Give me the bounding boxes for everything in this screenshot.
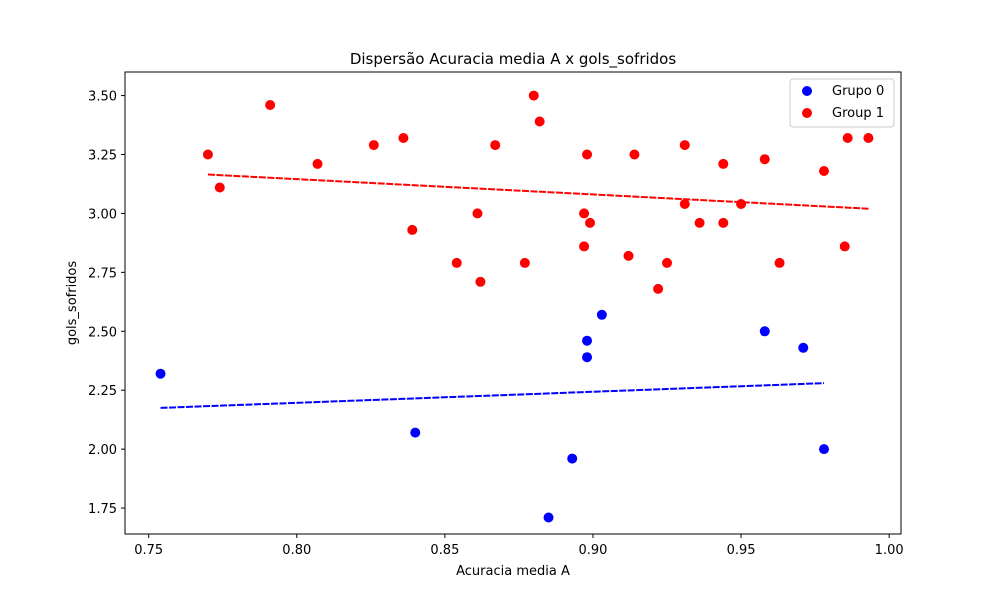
- y-tick-label: 2.50: [88, 325, 117, 340]
- x-tick-label: 0.75: [134, 543, 163, 558]
- x-tick-label: 1.00: [875, 543, 904, 558]
- data-point-group-1: [368, 140, 379, 151]
- data-point-grupo-0: [798, 342, 809, 353]
- data-point-group-1: [265, 100, 276, 110]
- x-tick-label: 0.85: [430, 543, 459, 558]
- data-point-group-1: [818, 166, 829, 176]
- data-point-group-1: [451, 257, 462, 268]
- plot-frame: [124, 71, 902, 535]
- trendline-grupo-0: [160, 382, 825, 409]
- x-tick-label: 0.80: [282, 543, 311, 558]
- trendlines: [160, 173, 869, 409]
- data-point-grupo-0: [818, 444, 829, 455]
- data-point-group-1: [736, 199, 747, 209]
- y-tick-label: 3.00: [88, 207, 117, 222]
- data-point-group-1: [407, 224, 418, 235]
- data-point-group-1: [774, 257, 785, 268]
- data-point-group-1: [679, 140, 690, 151]
- data-point-group-1: [214, 182, 225, 193]
- data-points: [155, 90, 874, 523]
- data-point-group-1: [694, 217, 705, 228]
- legend-label-group-1: Group 1: [832, 106, 884, 121]
- y-tick-label: 1.75: [88, 502, 117, 517]
- data-point-grupo-0: [582, 352, 593, 363]
- legend: Grupo 0 Group 1: [789, 78, 895, 128]
- plot-area: [124, 71, 902, 535]
- x-axis: 0.75 0.80 0.85 0.90 0.95 1.00: [134, 534, 904, 558]
- data-point-group-1: [490, 140, 501, 151]
- legend-marker-group-1: [802, 108, 812, 118]
- legend-marker-grupo-0: [802, 86, 812, 96]
- data-point-group-1: [519, 257, 530, 268]
- data-point-group-1: [398, 133, 409, 143]
- data-point-grupo-0: [155, 368, 166, 379]
- y-axis-label: gols_sofridos: [65, 261, 80, 346]
- data-point-group-1: [679, 199, 690, 209]
- data-point-group-1: [579, 208, 590, 219]
- y-tick-label: 2.00: [88, 443, 117, 458]
- data-point-group-1: [759, 154, 770, 165]
- data-point-grupo-0: [543, 512, 554, 523]
- data-point-group-1: [718, 158, 729, 169]
- data-point-grupo-0: [410, 427, 421, 438]
- data-point-grupo-0: [596, 309, 607, 320]
- data-point-group-1: [842, 133, 853, 143]
- y-tick-label: 3.50: [88, 90, 117, 105]
- data-point-group-1: [202, 149, 213, 160]
- data-point-group-1: [475, 276, 486, 287]
- data-point-group-1: [662, 257, 673, 268]
- data-point-grupo-0: [582, 335, 593, 346]
- y-tick-label: 2.25: [88, 384, 117, 399]
- data-point-group-1: [629, 149, 640, 160]
- x-tick-label: 0.90: [578, 543, 607, 558]
- y-tick-label: 3.25: [88, 149, 117, 164]
- data-point-group-1: [528, 90, 539, 101]
- data-point-group-1: [839, 241, 850, 252]
- data-point-grupo-0: [567, 453, 578, 464]
- y-axis: 1.75 2.00 2.25 2.50 2.75 3.00 3.25 3.50: [88, 90, 125, 517]
- data-point-group-1: [472, 208, 483, 219]
- data-point-group-1: [718, 217, 729, 228]
- data-point-group-1: [582, 149, 593, 160]
- data-point-group-1: [653, 283, 664, 294]
- legend-label-grupo-0: Grupo 0: [832, 84, 884, 99]
- data-point-group-1: [863, 133, 874, 143]
- data-point-grupo-0: [759, 326, 770, 337]
- data-point-group-1: [579, 241, 590, 252]
- x-axis-label: Acuracia media A: [456, 564, 570, 579]
- data-point-group-1: [623, 250, 634, 261]
- data-point-group-1: [534, 116, 545, 127]
- chart-title: Dispersão Acuracia media A x gols_sofrid…: [350, 50, 677, 69]
- x-tick-label: 0.95: [727, 543, 756, 558]
- y-tick-label: 2.75: [88, 266, 117, 281]
- data-point-group-1: [312, 158, 323, 169]
- legend-box: [789, 78, 895, 128]
- data-point-group-1: [585, 217, 596, 228]
